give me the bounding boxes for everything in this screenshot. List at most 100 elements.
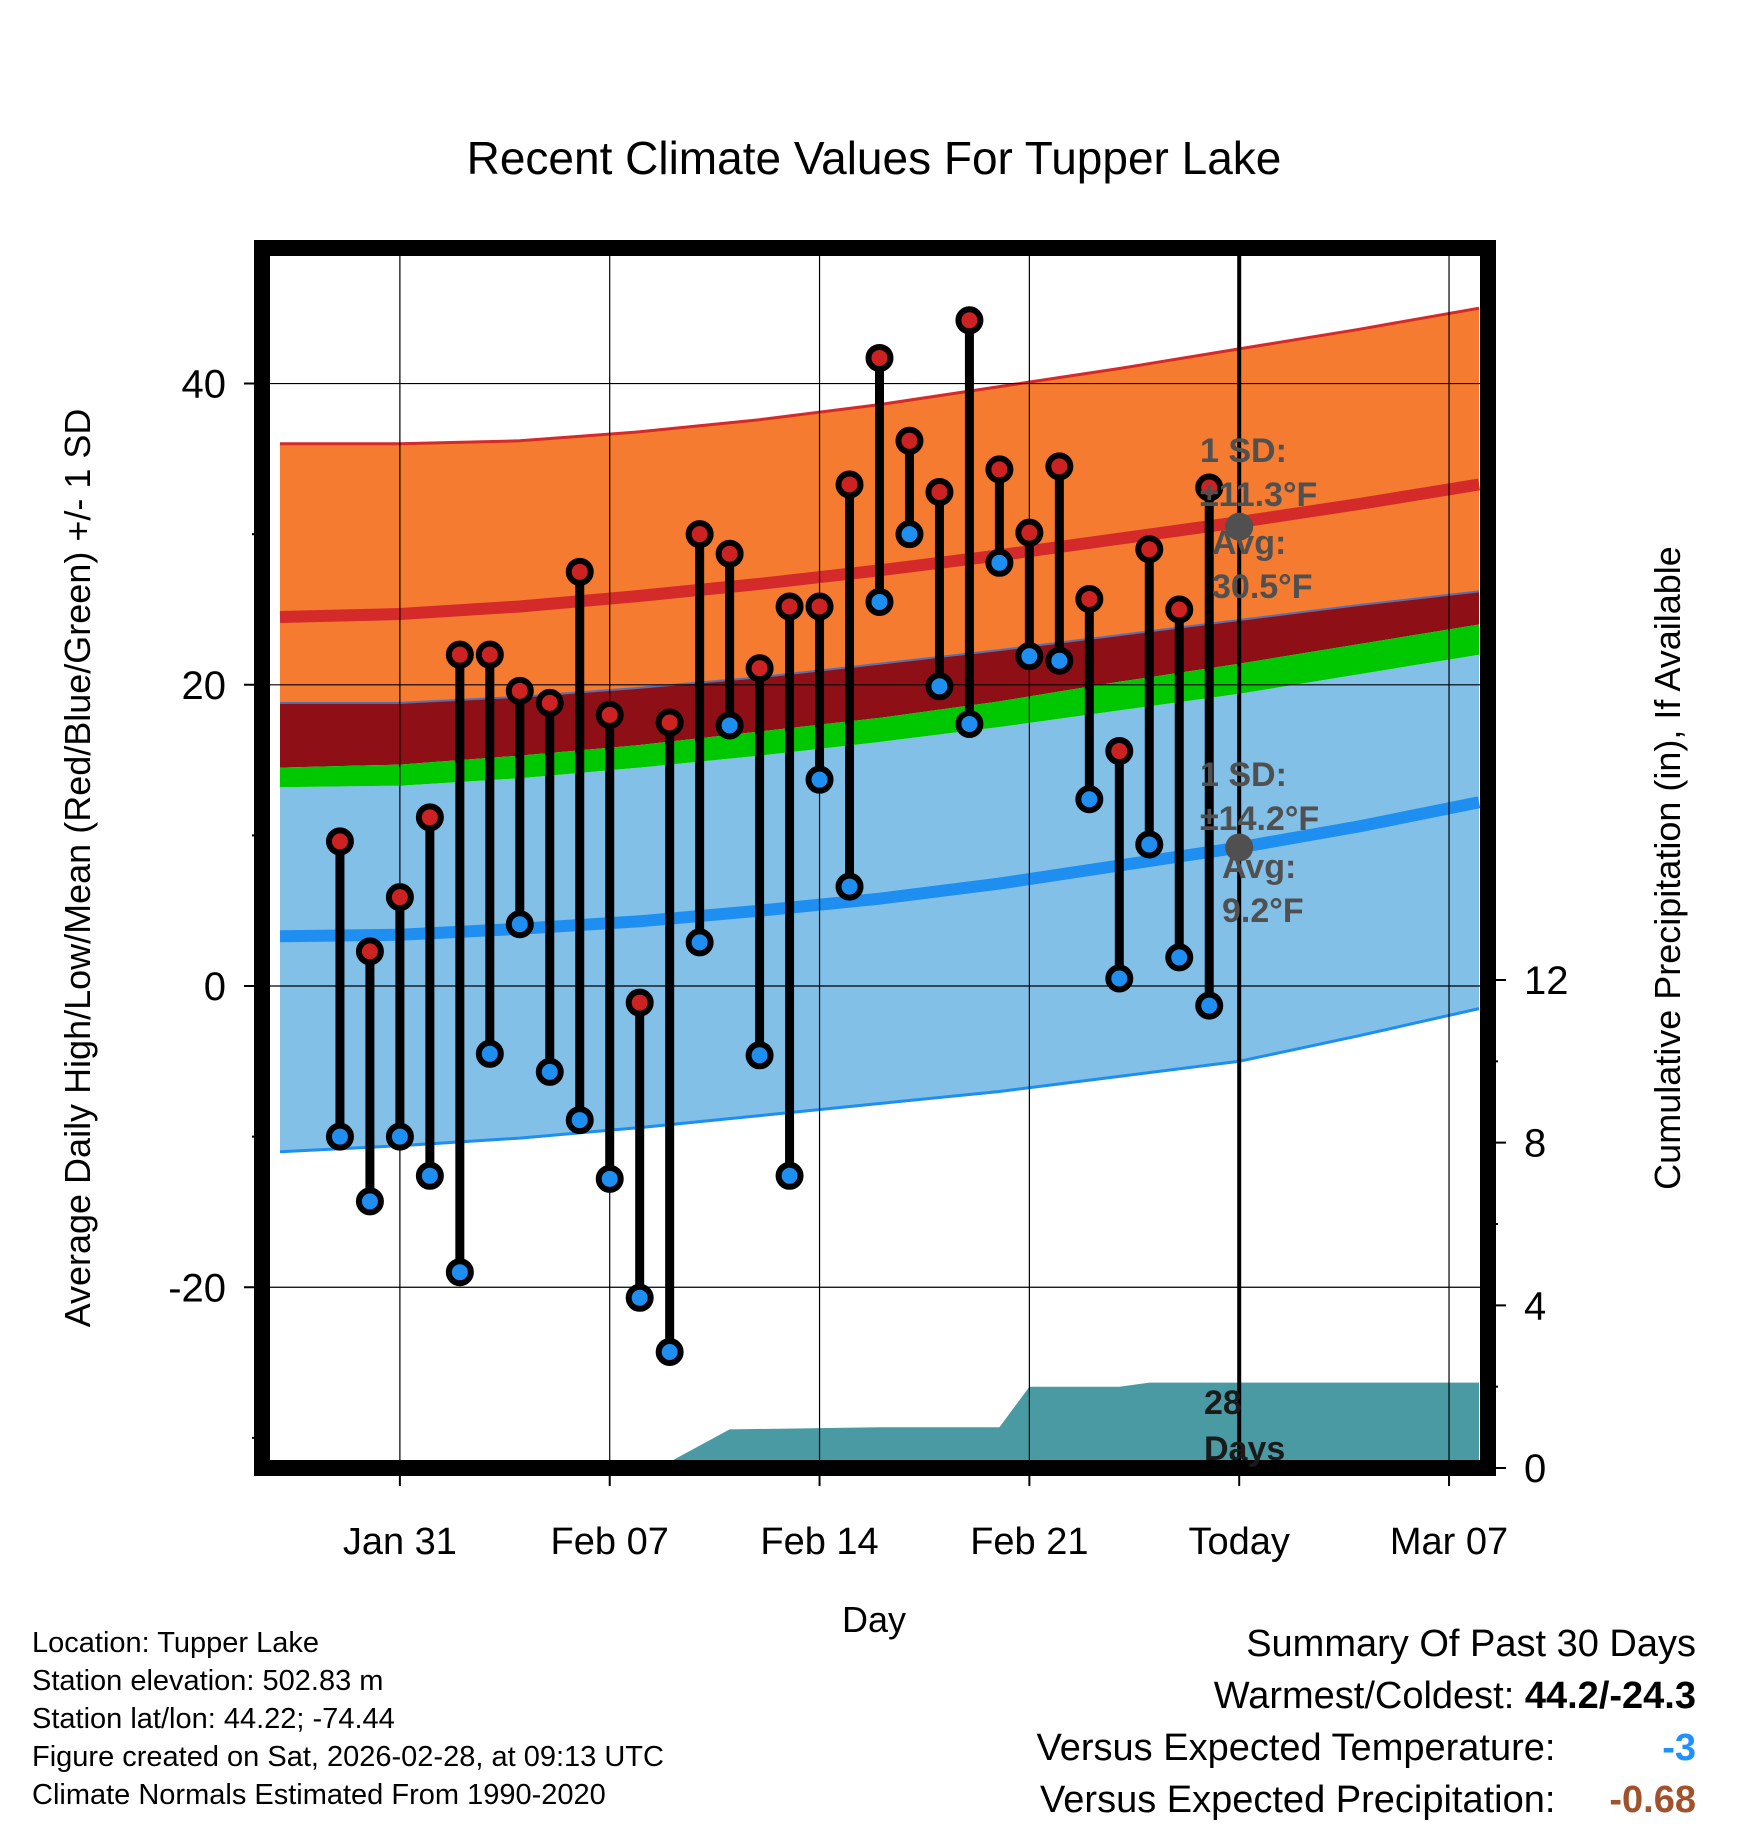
daily-low-marker xyxy=(385,1122,414,1151)
station-info: Location: Tupper Lake Station elevation:… xyxy=(32,1624,664,1814)
climate-normals: Climate Normals Estimated From 1990-2020 xyxy=(32,1779,606,1811)
y2-tick-label: 0 xyxy=(1524,1447,1546,1491)
summary-warm-cold: Warmest/Coldest: 44.2/-24.3 xyxy=(1037,1670,1696,1722)
axes: -20 0 20 40 0 4 8 12 Jan 31 Feb 07 Feb 14 Feb 21 Tod… xyxy=(168,363,1568,1563)
high-avg-label: Avg: xyxy=(1212,524,1286,562)
daily-high-marker xyxy=(1105,737,1134,766)
daily-low-marker xyxy=(625,1283,654,1312)
daily-low-marker xyxy=(595,1164,624,1193)
chart-title: Recent Climate Values For Tupper Lake xyxy=(467,132,1282,184)
daily-high-marker xyxy=(1045,452,1074,481)
daily-high-marker xyxy=(565,557,594,586)
x-tick-label: Feb 14 xyxy=(760,1521,878,1563)
days-word: Days xyxy=(1204,1430,1285,1468)
daily-low-marker xyxy=(835,872,864,901)
gridlines xyxy=(262,248,1488,1468)
daily-high-marker xyxy=(955,306,984,335)
daily-high-marker xyxy=(1135,535,1164,564)
high-avg-value: 30.5°F xyxy=(1212,568,1313,606)
daily-high-marker xyxy=(775,592,804,621)
daily-low-marker xyxy=(1075,785,1104,814)
daily-high-marker xyxy=(355,937,384,966)
daily-high-marker xyxy=(1195,473,1224,502)
x-tick-label: Mar 07 xyxy=(1390,1521,1508,1563)
low-average-line xyxy=(279,796,1481,943)
summary-heading: Summary Of Past 30 Days xyxy=(1246,1623,1696,1665)
summary-temp: Versus Expected Temperature: -3 xyxy=(1037,1722,1696,1774)
daily-high-marker xyxy=(475,640,504,669)
y-axis-label: Average Daily High/Low/Mean (Red/Blue/Gr… xyxy=(57,409,98,1328)
daily-high-marker xyxy=(745,654,774,683)
daily-high-marker xyxy=(985,455,1014,484)
daily-high-marker xyxy=(835,470,864,499)
y-tick-label: -20 xyxy=(168,1266,226,1310)
low-sd-value: ±14.2°F xyxy=(1200,800,1319,838)
daily-high-marker xyxy=(655,708,684,737)
station-location: Location: Tupper Lake xyxy=(32,1627,319,1659)
daily-low-marker xyxy=(895,520,924,549)
low-average-marker xyxy=(1225,833,1254,862)
x-tick-label: Today xyxy=(1188,1521,1289,1563)
y2-tick-label: 12 xyxy=(1524,959,1569,1003)
low-sd-label: 1 SD: xyxy=(1200,756,1287,794)
daily-low-marker xyxy=(415,1161,444,1190)
high-sd-value: ±11.3°F xyxy=(1200,476,1317,514)
daily-high-marker xyxy=(895,426,924,455)
daily-low-marker xyxy=(955,709,984,738)
daily-high-marker xyxy=(715,539,744,568)
daily-high-marker xyxy=(595,700,624,729)
daily-high-marker xyxy=(1075,584,1104,613)
low-annotation: 1 SD: ±14.2°F Avg: 9.2°F xyxy=(1200,756,1319,930)
y-tick-label: 40 xyxy=(182,363,227,407)
low-avg-label: Avg: xyxy=(1222,848,1296,886)
daily-low-marker xyxy=(535,1057,564,1086)
station-elevation: Station elevation: 502.83 m xyxy=(32,1665,384,1697)
daily-low-marker xyxy=(685,928,714,957)
daily-high-marker xyxy=(925,478,954,506)
temp-value: -3 xyxy=(1662,1727,1696,1769)
y2-axis-label: Cumulative Precipitation (in), If Availa… xyxy=(1647,546,1688,1190)
summary-precip: Versus Expected Precipitation: -0.68 xyxy=(1037,1774,1696,1826)
x-tick-label: Feb 07 xyxy=(551,1521,669,1563)
daily-low-marker xyxy=(1015,642,1044,671)
low-lower-line xyxy=(279,1007,1480,1154)
daily-low-marker xyxy=(1195,991,1224,1020)
figure-created: Figure created on Sat, 2026-02-28, at 09… xyxy=(32,1741,664,1773)
daily-low-marker xyxy=(715,711,744,740)
daily-high-marker xyxy=(415,803,444,832)
daily-low-marker xyxy=(925,672,954,701)
x-tick-label: Feb 21 xyxy=(970,1521,1088,1563)
y2-tick-label: 4 xyxy=(1524,1284,1546,1328)
high-annotation: 1 SD: ±11.3°F Avg: 30.5°F xyxy=(1200,432,1317,606)
x-axis-label: Day xyxy=(842,1599,906,1640)
station-latlon: Station lat/lon: 44.22; -74.44 xyxy=(32,1703,395,1735)
days-annotation: 28 Days xyxy=(1204,1384,1285,1468)
daily-low-marker xyxy=(1165,943,1194,972)
daily-low-marker xyxy=(805,765,834,794)
daily-low-marker xyxy=(475,1039,504,1068)
daily-low-marker xyxy=(865,587,894,616)
daily-high-marker xyxy=(325,827,354,856)
daily-high-marker xyxy=(445,640,474,669)
daily-low-marker xyxy=(745,1041,774,1070)
warm-cold-value: 44.2/-24.3 xyxy=(1524,1675,1696,1717)
precip-label: Versus Expected Precipitation: xyxy=(1040,1779,1556,1821)
precip-value: -0.68 xyxy=(1609,1779,1696,1821)
daily-low-marker xyxy=(985,548,1014,577)
warm-cold-label: Warmest/Coldest: xyxy=(1213,1675,1515,1717)
plot-frame xyxy=(254,240,1496,1476)
precipitation-area xyxy=(310,1382,1479,1468)
low-avg-value: 9.2°F xyxy=(1222,892,1304,930)
x-tick-label: Jan 31 xyxy=(343,1521,457,1563)
daily-low-marker xyxy=(655,1338,684,1367)
high-sd-label: 1 SD: xyxy=(1200,432,1287,470)
daily-high-marker xyxy=(385,883,414,912)
daily-high-marker xyxy=(535,688,564,717)
daily-high-marker xyxy=(1165,595,1194,624)
temp-label: Versus Expected Temperature: xyxy=(1036,1727,1556,1769)
daily-high-marker xyxy=(865,343,894,372)
daily-low-marker xyxy=(355,1187,384,1216)
overlap-top-line xyxy=(280,590,1480,704)
daily-low-marker xyxy=(775,1161,804,1190)
